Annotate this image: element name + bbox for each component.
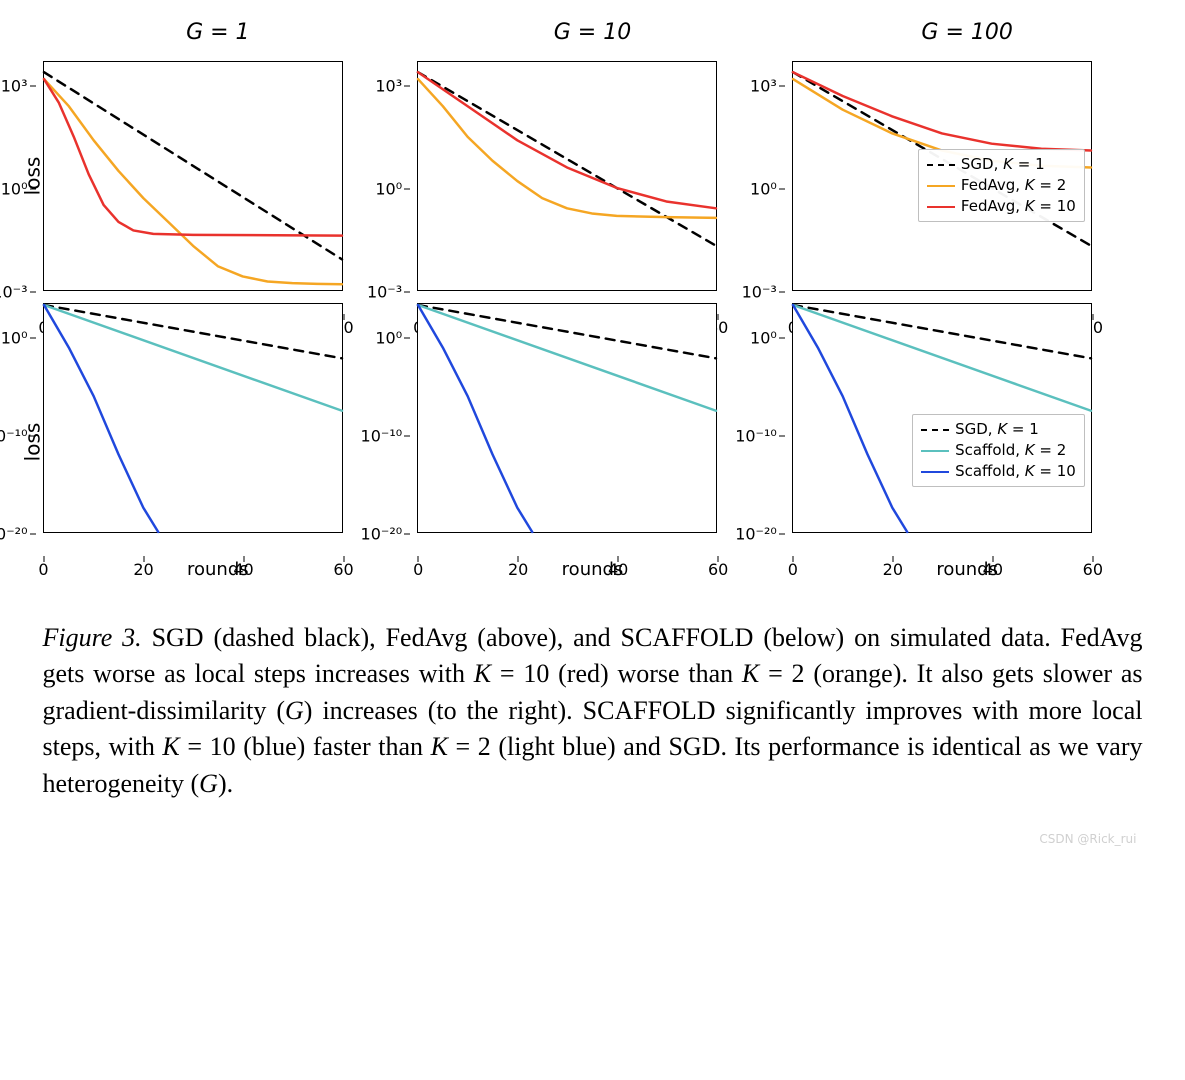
legend-label: SGD, K = 1 <box>955 419 1039 440</box>
caption-prefix: Figure 3. <box>43 623 142 652</box>
x-tick-label: 0 <box>788 560 798 579</box>
plot-panel-top: 10⁻³10⁰10³0204060loss <box>43 61 394 291</box>
y-tick-label: 10⁰ <box>375 180 402 199</box>
y-tick-label: 10⁻¹⁰ <box>361 427 403 446</box>
legend: SGD, K = 1Scaffold, K = 2Scaffold, K = 1… <box>912 414 1085 487</box>
plot-box: 10⁻³10⁰10³0204060 <box>43 61 343 291</box>
plot-box: 10⁻³10⁰10³0204060SGD, K = 1FedAvg, K = 2… <box>792 61 1092 291</box>
x-tick-label: 40 <box>233 560 253 579</box>
y-tick-label: 10⁰ <box>750 329 777 348</box>
y-tick-label: 10⁰ <box>375 329 402 348</box>
x-tick-label: 40 <box>983 560 1003 579</box>
watermark: CSDN @Rick_rui <box>1039 832 1136 846</box>
y-axis-label: loss <box>20 422 44 461</box>
plot-box: 10⁻²⁰10⁻¹⁰10⁰0204060SGD, K = 1Scaffold, … <box>792 303 1092 533</box>
legend-swatch <box>921 429 949 431</box>
legend-swatch <box>921 450 949 452</box>
column-title: G = 100 <box>792 20 1143 45</box>
x-tick-label: 0 <box>413 560 423 579</box>
y-axis-label: loss <box>20 157 44 196</box>
y-tick-label: 10⁻²⁰ <box>361 525 403 544</box>
y-tick-label: 10⁻¹⁰ <box>735 427 777 446</box>
x-tick-label: 60 <box>708 560 728 579</box>
x-tick-label: 0 <box>38 560 48 579</box>
x-tick-label: 40 <box>608 560 628 579</box>
y-tick-label: 10⁻³ <box>0 283 28 302</box>
legend-label: Scaffold, K = 2 <box>955 440 1066 461</box>
legend-item: SGD, K = 1 <box>921 419 1076 440</box>
y-tick-label: 10⁻²⁰ <box>735 525 777 544</box>
legend-label: SGD, K = 1 <box>961 154 1045 175</box>
plot-grid: G = 1G = 10G = 10010⁻³10⁰10³0204060loss1… <box>43 20 1143 580</box>
figure-container: G = 1G = 10G = 10010⁻³10⁰10³0204060loss1… <box>43 20 1143 802</box>
plot-box: 10⁻²⁰10⁻¹⁰10⁰0204060 <box>43 303 343 533</box>
plot-panel-bottom: 10⁻²⁰10⁻¹⁰10⁰0204060lossrounds <box>43 303 394 580</box>
column-title: G = 10 <box>417 20 768 45</box>
y-tick-label: 10³ <box>1 77 28 96</box>
plot-panel-bottom: 10⁻²⁰10⁻¹⁰10⁰0204060rounds <box>417 303 768 580</box>
legend-swatch <box>927 185 955 187</box>
figure-caption: Figure 3. SGD (dashed black), FedAvg (ab… <box>43 620 1143 802</box>
column-title: G = 1 <box>43 20 394 45</box>
plot-box: 10⁻²⁰10⁻¹⁰10⁰0204060 <box>417 303 717 533</box>
x-tick-label: 20 <box>883 560 903 579</box>
legend-item: FedAvg, K = 10 <box>927 196 1076 217</box>
legend-item: FedAvg, K = 2 <box>927 175 1076 196</box>
plot-panel-bottom: 10⁻²⁰10⁻¹⁰10⁰0204060SGD, K = 1Scaffold, … <box>792 303 1143 580</box>
x-tick-label: 60 <box>333 560 353 579</box>
y-tick-label: 10⁻³ <box>742 283 777 302</box>
plot-panel-top: 10⁻³10⁰10³0204060 <box>417 61 768 291</box>
legend: SGD, K = 1FedAvg, K = 2FedAvg, K = 10 <box>918 149 1085 222</box>
legend-item: Scaffold, K = 10 <box>921 461 1076 482</box>
plot-panel-top: 10⁻³10⁰10³0204060SGD, K = 1FedAvg, K = 2… <box>792 61 1143 291</box>
x-tick-label: 20 <box>508 560 528 579</box>
legend-swatch <box>927 206 955 208</box>
x-tick-label: 60 <box>1083 560 1103 579</box>
y-tick-label: 10³ <box>375 77 402 96</box>
y-tick-label: 10³ <box>750 77 777 96</box>
legend-swatch <box>927 164 955 166</box>
legend-label: Scaffold, K = 10 <box>955 461 1076 482</box>
legend-label: FedAvg, K = 2 <box>961 175 1066 196</box>
caption-text: SGD (dashed black), FedAvg (above), and … <box>43 623 1143 798</box>
legend-item: SGD, K = 1 <box>927 154 1076 175</box>
legend-swatch <box>921 471 949 473</box>
y-tick-label: 10⁰ <box>1 329 28 348</box>
x-tick-label: 20 <box>133 560 153 579</box>
legend-label: FedAvg, K = 10 <box>961 196 1076 217</box>
plot-box: 10⁻³10⁰10³0204060 <box>417 61 717 291</box>
y-tick-label: 10⁻²⁰ <box>0 525 28 544</box>
y-tick-label: 10⁰ <box>750 180 777 199</box>
legend-item: Scaffold, K = 2 <box>921 440 1076 461</box>
y-tick-label: 10⁻³ <box>367 283 402 302</box>
